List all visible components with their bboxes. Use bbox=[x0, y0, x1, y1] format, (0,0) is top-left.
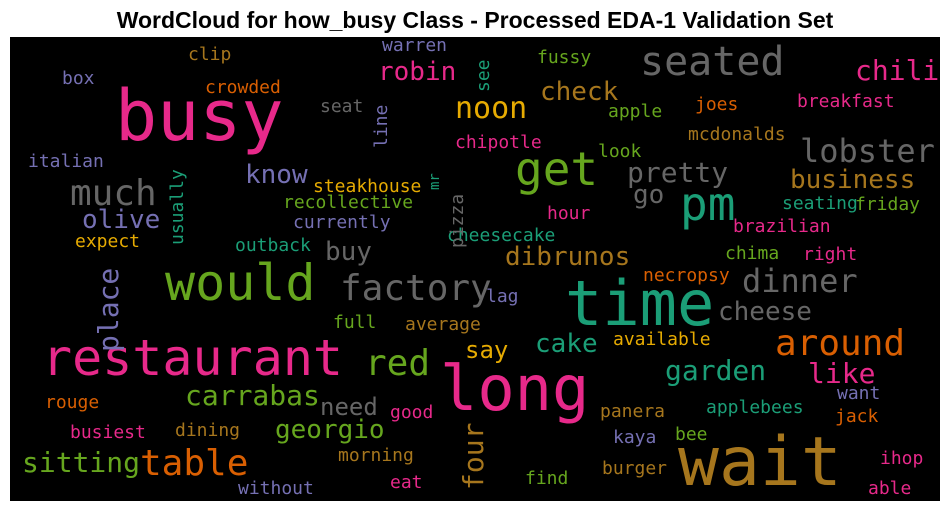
cloud-word: box bbox=[62, 68, 95, 89]
cloud-word: clip bbox=[188, 44, 231, 65]
cloud-word: lag bbox=[486, 286, 519, 307]
cloud-word: time bbox=[565, 267, 714, 340]
cloud-word: apple bbox=[608, 101, 662, 122]
cloud-word: long bbox=[440, 352, 589, 425]
cloud-word: four bbox=[457, 423, 490, 490]
cloud-word: friday bbox=[855, 194, 920, 215]
cloud-word: warren bbox=[382, 35, 447, 56]
cloud-word: lobster bbox=[800, 132, 935, 170]
cloud-word: busiest bbox=[70, 422, 146, 443]
cloud-word: seated bbox=[640, 39, 785, 85]
cloud-word: say bbox=[465, 336, 508, 364]
cloud-word: pizza bbox=[447, 194, 468, 248]
cloud-word: buy bbox=[325, 237, 372, 267]
cloud-word: morning bbox=[338, 445, 414, 466]
cloud-word: burger bbox=[602, 458, 667, 479]
cloud-word: line bbox=[371, 105, 392, 148]
cloud-word: brazilian bbox=[733, 216, 831, 237]
cloud-word: usually bbox=[167, 169, 188, 245]
cloud-word: like bbox=[808, 357, 875, 390]
cloud-word: eat bbox=[390, 472, 423, 493]
cloud-word: much bbox=[70, 173, 157, 214]
cloud-word: seating bbox=[782, 193, 858, 214]
cloud-word: necropsy bbox=[643, 265, 730, 286]
cloud-word: sitting bbox=[22, 446, 140, 479]
cloud-word: average bbox=[405, 314, 481, 335]
cloud-word: see bbox=[473, 59, 494, 92]
cloud-word: carrabas bbox=[185, 379, 320, 412]
cloud-word: want bbox=[837, 383, 880, 404]
cloud-word: know bbox=[245, 160, 308, 190]
cloud-word: expect bbox=[75, 231, 140, 252]
cloud-word: go bbox=[633, 180, 664, 210]
cloud-word: noon bbox=[455, 91, 527, 126]
cloud-word: around bbox=[775, 323, 905, 364]
cloud-word: busy bbox=[115, 75, 284, 157]
cloud-word: red bbox=[365, 343, 430, 384]
cloud-word: restaurant bbox=[42, 329, 343, 387]
cloud-word: find bbox=[525, 468, 568, 489]
cloud-word: check bbox=[540, 77, 619, 107]
cloud-word: bee bbox=[675, 424, 708, 445]
cloud-word: cheesecake bbox=[447, 225, 555, 246]
cloud-word: garden bbox=[665, 354, 766, 387]
cloud-word: wait bbox=[678, 423, 842, 502]
cloud-word: available bbox=[613, 329, 711, 350]
cloud-word: rouge bbox=[45, 392, 99, 413]
cloud-word: georgio bbox=[275, 415, 385, 445]
cloud-word: steakhouse bbox=[313, 176, 421, 197]
cloud-word: mr bbox=[427, 173, 443, 190]
cloud-word: breakfast bbox=[797, 91, 895, 112]
cloud-word: fussy bbox=[537, 47, 591, 68]
cloud-word: cheese bbox=[718, 297, 812, 327]
cloud-word: dinner bbox=[742, 262, 858, 300]
cloud-word: recollective bbox=[283, 192, 413, 213]
cloud-word: italian bbox=[28, 151, 104, 172]
cloud-word: cake bbox=[535, 329, 598, 359]
cloud-word: look bbox=[598, 141, 642, 162]
chart-title: WordCloud for how_busy Class - Processed… bbox=[117, 7, 834, 33]
cloud-word: olive bbox=[82, 205, 160, 235]
cloud-word: crowded bbox=[205, 77, 281, 98]
cloud-word: jack bbox=[835, 406, 879, 427]
cloud-word: dining bbox=[175, 420, 240, 441]
cloud-word: kaya bbox=[613, 427, 656, 448]
cloud-word: currently bbox=[293, 212, 391, 233]
cloud-word: pm bbox=[680, 177, 735, 231]
cloud-word: right bbox=[803, 244, 857, 265]
cloud-word: chili bbox=[855, 54, 939, 87]
cloud-word: place bbox=[92, 268, 125, 352]
cloud-background bbox=[10, 37, 940, 501]
cloud-word: would bbox=[165, 254, 316, 312]
cloud-word: panera bbox=[600, 401, 665, 422]
cloud-word: applebees bbox=[706, 397, 804, 418]
cloud-word: dibrunos bbox=[505, 242, 630, 272]
cloud-word: business bbox=[790, 165, 915, 195]
cloud-word: get bbox=[515, 142, 598, 196]
cloud-word: full bbox=[333, 312, 376, 333]
cloud-word: good bbox=[390, 402, 433, 423]
cloud-word: chipotle bbox=[455, 132, 542, 153]
cloud-word: chima bbox=[725, 243, 779, 264]
cloud-word: able bbox=[868, 478, 911, 499]
cloud-word: factory bbox=[340, 268, 492, 309]
cloud-word: joes bbox=[695, 94, 738, 115]
cloud-word: hour bbox=[547, 203, 591, 224]
cloud-word: pretty bbox=[627, 156, 728, 189]
cloud-word: without bbox=[238, 478, 314, 499]
cloud-word: outback bbox=[235, 235, 311, 256]
cloud-word: mcdonalds bbox=[688, 124, 786, 145]
cloud-word: ihop bbox=[880, 448, 923, 469]
cloud-word: robin bbox=[378, 57, 456, 87]
cloud-word: table bbox=[140, 443, 248, 484]
cloud-word: need bbox=[320, 393, 378, 421]
cloud-word: seat bbox=[320, 96, 363, 117]
